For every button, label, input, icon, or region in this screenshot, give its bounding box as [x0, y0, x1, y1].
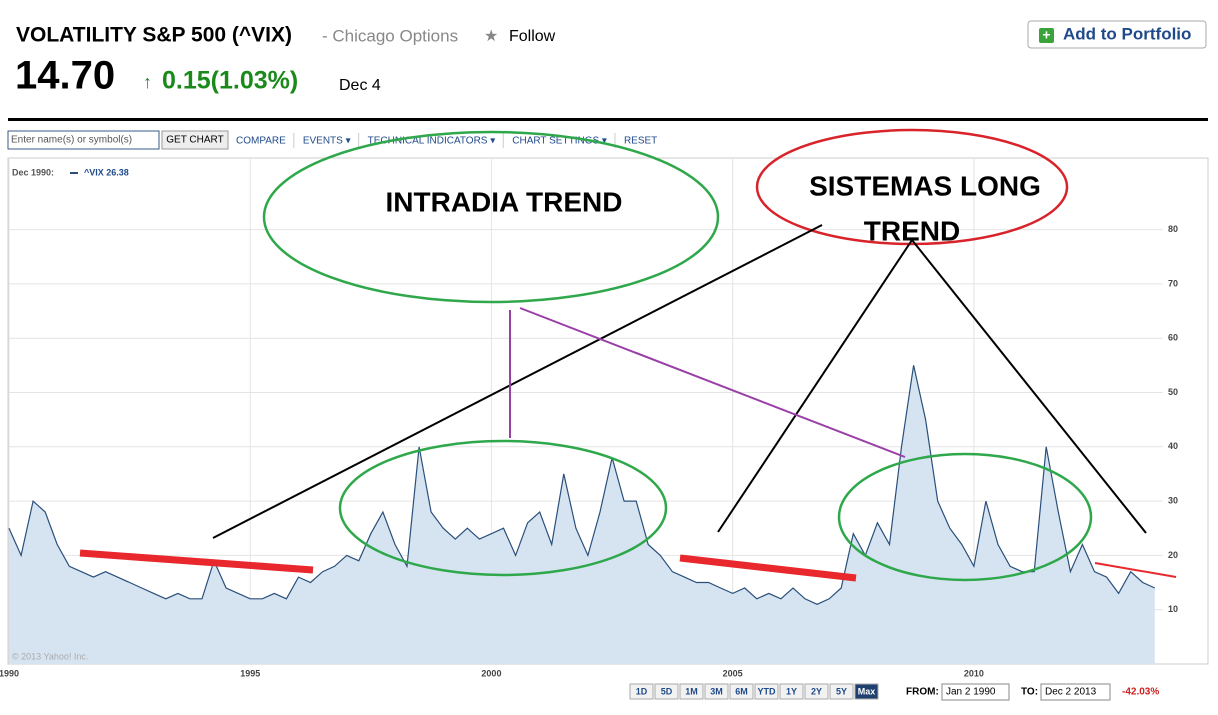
divider	[8, 118, 1208, 121]
from-input[interactable]	[941, 683, 1010, 701]
range-label[interactable]: 1Y	[786, 686, 797, 696]
toolbar-item[interactable]: CHART SETTINGS ▾	[512, 136, 607, 147]
get-chart-button[interactable]	[161, 130, 229, 150]
change: 0.15(1.03%)	[162, 67, 298, 95]
toolbar-item[interactable]: EVENTS ▾	[303, 136, 351, 147]
range-button[interactable]	[679, 683, 704, 700]
get-chart[interactable]: GET CHART	[166, 135, 223, 146]
range-button[interactable]	[629, 683, 654, 700]
range-label[interactable]: Max	[858, 686, 876, 696]
y-tick-label: 50	[1168, 387, 1178, 397]
annotations: INTRADIA TREND SISTEMAS LONG TREND	[79, 128, 1177, 582]
annotation: INTRADIA TREND	[386, 186, 623, 217]
x-tick-label: 1990	[0, 668, 19, 678]
support-line	[679, 554, 857, 582]
y-tick-label: 20	[1168, 550, 1178, 560]
copyright: © 2013 Yahoo! Inc.	[12, 651, 88, 661]
range-label[interactable]: 3M	[710, 686, 723, 696]
y-tick-label: 10	[1168, 604, 1178, 614]
ellipse	[338, 439, 668, 577]
trend-line	[212, 224, 823, 539]
legend-label: ^VIX 26.38	[84, 167, 129, 177]
toolbar: COMPARE EVENTS ▾ TECHNICAL INDICATORS ▾ CHA…	[236, 133, 657, 148]
follow[interactable]: Follow	[509, 28, 556, 45]
plus-icon	[1039, 28, 1054, 43]
price: 14.70	[15, 54, 115, 98]
range-button[interactable]	[804, 683, 829, 700]
y-tick-label: 80	[1168, 224, 1178, 234]
exchange: - Chicago Options	[322, 26, 458, 45]
pointer-line	[519, 307, 906, 458]
support-line	[1094, 562, 1177, 578]
portfolio-button[interactable]	[1027, 20, 1207, 49]
legend-date: Dec 1990:	[12, 167, 54, 177]
chart: 10 20 30 40 50 60 70 80 1990 1995 2000 2005 2010	[0, 159, 1178, 678]
x-tick-label: 1995	[240, 668, 260, 678]
y-tick-label: 40	[1168, 441, 1178, 451]
range-label[interactable]: 5Y	[836, 686, 847, 696]
range-label[interactable]: YTD	[758, 686, 777, 696]
input-placeholder: Enter name(s) or symbol(s)	[11, 135, 132, 146]
ellipse	[262, 130, 720, 304]
y-tick-label: 60	[1168, 333, 1178, 343]
from-date: Jan 2 1990	[946, 687, 996, 698]
plus: +	[1042, 27, 1050, 43]
portfolio[interactable]: Add to Portfolio	[1063, 24, 1191, 43]
ellipse	[755, 128, 1069, 246]
support-line	[79, 549, 314, 574]
y-tick-label: 30	[1168, 495, 1178, 505]
legend-swatch	[70, 172, 78, 174]
legend-box	[10, 164, 180, 180]
to-date: Dec 2 2013	[1045, 687, 1097, 698]
range-button[interactable]	[704, 683, 729, 700]
range-label[interactable]: 2Y	[811, 686, 822, 696]
toolbar-item[interactable]: COMPARE	[236, 136, 286, 147]
range-button[interactable]	[829, 683, 854, 700]
ellipse	[837, 452, 1093, 582]
range-button[interactable]	[779, 683, 804, 700]
y-tick-label: 70	[1168, 278, 1178, 288]
area	[9, 365, 1155, 664]
x-tick-label: 2000	[481, 668, 501, 678]
to-input[interactable]	[1040, 683, 1111, 701]
range-label[interactable]: 5D	[661, 686, 673, 696]
range-bar: 1D 5D 1M 3M 6M YTD 1Y 2Y 5Y Max FROM: Jan 2 1990 TO:…	[629, 683, 1159, 701]
x-tick-label: 2010	[964, 668, 984, 678]
period-change: -42.03%	[1122, 687, 1159, 698]
annotation: TREND	[864, 215, 960, 246]
toolbar-item[interactable]: RESET	[624, 136, 657, 147]
trend-line	[717, 239, 913, 533]
to-label: TO:	[1021, 687, 1038, 698]
date: Dec 4	[339, 77, 381, 94]
symbol-input[interactable]	[7, 130, 160, 150]
toolbar-item[interactable]: TECHNICAL INDICATORS ▾	[368, 136, 496, 147]
range-button[interactable]	[754, 683, 779, 700]
range-button[interactable]	[654, 683, 679, 700]
up-arrow: ↑	[143, 72, 152, 92]
range-label[interactable]: 6M	[735, 686, 748, 696]
x-tick-label: 2005	[723, 668, 743, 678]
from-label: FROM:	[906, 687, 939, 698]
star-icon[interactable]: ★	[484, 28, 498, 45]
range-button[interactable]	[729, 683, 754, 700]
range-label[interactable]: 1M	[685, 686, 698, 696]
line	[8, 365, 1156, 605]
trend-line	[911, 239, 1147, 534]
title: VOLATILITY S&P 500 (^VIX)	[16, 24, 292, 47]
range-label[interactable]: 1D	[636, 686, 648, 696]
annotation: SISTEMAS LONG	[809, 170, 1041, 201]
range-button[interactable]	[854, 683, 879, 700]
